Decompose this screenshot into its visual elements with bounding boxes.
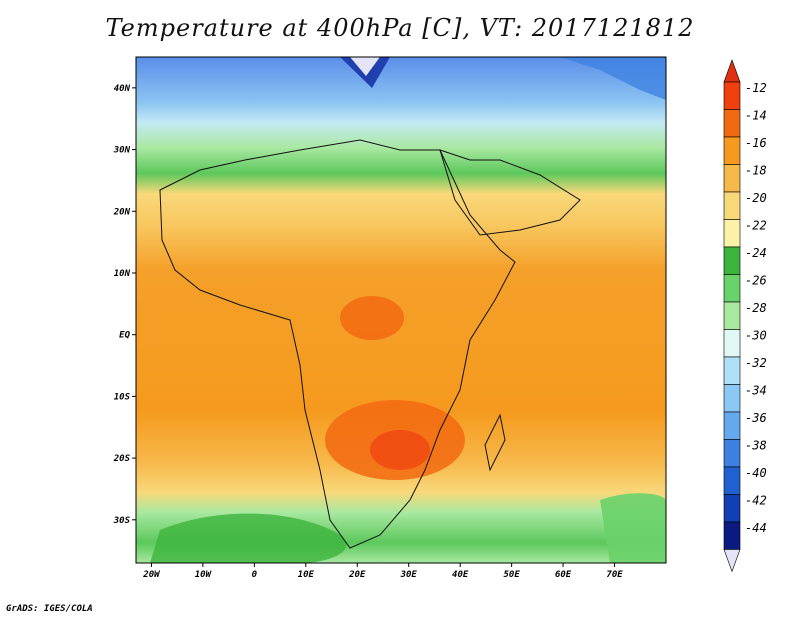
colorbar-swatch bbox=[723, 466, 741, 495]
lat-tick-label: 20S bbox=[113, 454, 131, 464]
chart-title: Temperature at 400hPa [C], VT: 201712181… bbox=[105, 14, 695, 42]
lon-tick-label: 0 bbox=[252, 570, 258, 580]
lat-tick-label: 20N bbox=[113, 207, 131, 217]
colorbar-label: -32 bbox=[745, 356, 767, 370]
colorbar-swatch bbox=[723, 356, 741, 385]
lat-tick-label: 10N bbox=[114, 269, 131, 279]
lat-tick-label: 30N bbox=[113, 146, 131, 156]
lon-tick-label: 50E bbox=[503, 570, 520, 580]
colorbar-label: -16 bbox=[745, 136, 767, 150]
colorbar-bottom-arrow bbox=[723, 549, 741, 573]
colorbar-swatch bbox=[723, 81, 741, 110]
lon-tick-label: 20W bbox=[142, 570, 161, 580]
lon-tick-label: 30E bbox=[400, 570, 418, 580]
colorbar-swatch bbox=[723, 494, 741, 523]
lon-tick-label: 60E bbox=[555, 570, 572, 580]
lat-tick-label: 10S bbox=[114, 392, 131, 402]
colorbar-label: -18 bbox=[745, 164, 767, 178]
lon-tick-label: 40E bbox=[452, 570, 469, 580]
lon-tick-label: 10W bbox=[195, 570, 213, 580]
colorbar-label: -14 bbox=[745, 109, 767, 123]
colorbar-swatch bbox=[723, 521, 741, 550]
colorbar-swatch bbox=[723, 274, 741, 303]
lat-tick-label: EQ bbox=[119, 331, 130, 341]
colorbar-swatch bbox=[723, 136, 741, 165]
colorbar-label: -26 bbox=[745, 274, 767, 288]
colorbar-top-arrow bbox=[723, 59, 741, 83]
credit-label: GrADS: IGES/COLA bbox=[6, 604, 93, 614]
lat-tick-label: 30S bbox=[113, 516, 131, 526]
colorbar-label: -30 bbox=[745, 329, 767, 343]
colorbar-swatch bbox=[723, 329, 741, 358]
shaded-field bbox=[136, 57, 666, 563]
lon-tick-label: 20E bbox=[348, 570, 366, 580]
colorbar: -12 -14 -16 -18 -20 -22 -24 -26 -28 -30 -32 -34 -36 -… bbox=[723, 59, 767, 573]
colorbar-swatch bbox=[723, 191, 741, 220]
colorbar-label: -44 bbox=[745, 521, 767, 535]
lon-tick-label: 70E bbox=[606, 570, 623, 580]
colorbar-label: -24 bbox=[745, 246, 767, 260]
lon-tick-label: 10E bbox=[298, 570, 315, 580]
colorbar-swatch bbox=[723, 411, 741, 440]
colorbar-label: -42 bbox=[745, 494, 767, 508]
colorbar-label: -12 bbox=[745, 81, 767, 95]
colorbar-label: -38 bbox=[745, 439, 767, 453]
colorbar-label: -22 bbox=[745, 219, 767, 233]
colorbar-swatch bbox=[723, 164, 741, 193]
colorbar-swatch bbox=[723, 219, 741, 248]
axis-ticks: 20W 10W 0 10E 20E 30E 40E 50E 60E 70E 40N 30N 20N 10N… bbox=[113, 84, 624, 580]
colorbar-label: -34 bbox=[745, 384, 767, 398]
colorbar-swatch bbox=[723, 384, 741, 413]
colorbar-label: -28 bbox=[745, 301, 767, 315]
colorbar-swatch bbox=[723, 439, 741, 468]
colorbar-label: -36 bbox=[745, 411, 767, 425]
colorbar-swatch bbox=[723, 109, 741, 138]
lat-tick-label: 40N bbox=[114, 84, 131, 94]
colorbar-swatch bbox=[723, 301, 741, 330]
colorbar-label: -20 bbox=[745, 191, 767, 205]
colorbar-label: -40 bbox=[745, 466, 767, 480]
colorbar-swatch bbox=[723, 246, 741, 275]
